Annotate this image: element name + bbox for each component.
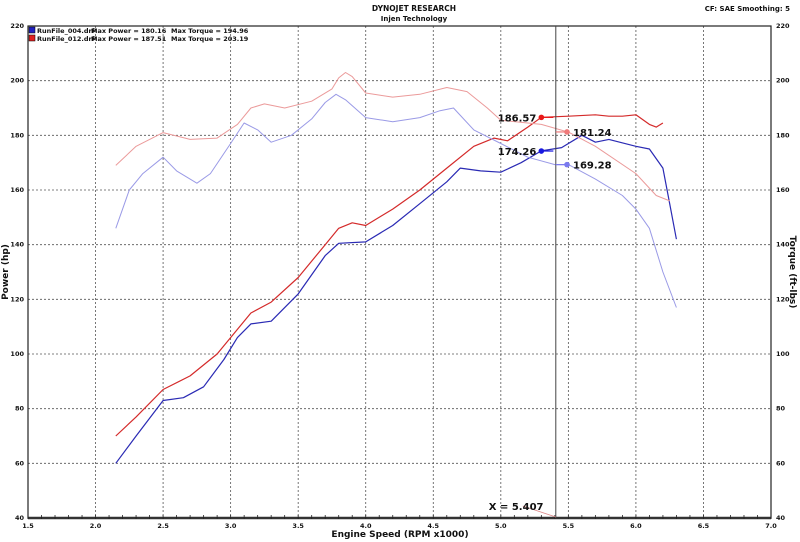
legend-file: RunFile_012.drf [37,35,95,43]
x-tick-label: 4.0 [360,522,372,530]
legend-power: Max Power = 187.51 [91,35,167,43]
x-tick-label: 2.0 [90,522,102,530]
y2-tick-label: 120 [776,295,790,303]
legend-torque: Max Torque = 194.96 [171,27,249,35]
legend: RunFile_004.drf Max Power = 180.16 Max T… [28,26,249,43]
series-group [115,72,677,464]
marker-dot [538,148,545,154]
legend-swatch-red [28,34,36,42]
chart-subtitle: Injen Technology [381,15,448,23]
x-tick-label: 3.0 [225,522,237,530]
cursor-label: X = 5.407 [489,502,544,513]
legend-swatch-blue [28,26,36,34]
y2-tick-label: 100 [776,350,790,358]
x-tick-label: 5.5 [563,522,575,530]
series-line [115,114,664,437]
y-tick-label: 60 [15,459,25,467]
y-axis-label: Power (hp) [1,244,11,300]
marker-dot [564,161,570,168]
marker-value: 174.26 [498,147,537,158]
y2-tick-label: 40 [776,514,786,522]
y2-axis-label: Torque (ft-lbs) [787,236,797,309]
x-axis-label: Engine Speed (RPM x1000) [331,530,468,540]
y2-tick-label: 180 [776,131,790,139]
y2-tick-label: 60 [776,459,786,467]
y2-tick-label: 220 [776,22,790,30]
y-tick-label: 100 [10,350,24,358]
x-tick-label: 7.0 [765,522,777,530]
series-line [115,134,677,464]
y-tick-label: 200 [10,77,24,85]
legend-power: Max Power = 180.16 [91,27,167,35]
legend-file: RunFile_004.drf [37,27,95,35]
marker-dot [564,129,570,135]
x-tick-label: 1.5 [22,522,34,530]
x-tick-label: 6.0 [630,522,642,530]
cursor[interactable]: X = 5.407 [489,26,557,518]
y-tick-label: 140 [10,241,24,249]
x-tick-label: 4.5 [428,522,440,530]
marker-value: 181.24 [573,128,612,139]
legend-torque: Max Torque = 203.19 [171,35,249,43]
series-line [115,72,670,202]
chart-title: DYNOJET RESEARCH [372,4,456,13]
y2-tick-label: 200 [776,77,790,85]
y-tick-label: 180 [10,131,24,139]
y2-tick-label: 80 [776,405,786,413]
axes: 1.5 2.0 2.5 3.0 3.5 4.0 4.5 5.0 5.5 6.0 6.5 7.0 220 2… [10,22,790,530]
markers-group: 186.57 174.26 181.24 169.28 [498,113,612,171]
x-tick-label: 5.0 [495,522,507,530]
marker-value: 186.57 [498,113,537,124]
y-tick-label: 120 [10,295,24,303]
x-tick-label: 3.5 [292,522,304,530]
settings-label: CF: SAE Smoothing: 5 [705,5,790,13]
y-tick-label: 160 [10,186,24,194]
cursor-pointer [522,505,556,518]
marker-dot [538,114,545,121]
marker-value: 169.28 [573,161,612,172]
y2-tick-label: 160 [776,186,790,194]
y-tick-label: 40 [15,514,25,522]
grid [28,26,771,518]
y2-tick-label: 140 [776,241,790,249]
x-tick-label: 2.5 [157,522,169,530]
plot-frame [27,25,772,519]
x-tick-label: 6.5 [698,522,710,530]
y-tick-label: 80 [15,405,25,413]
y-tick-label: 220 [10,22,24,30]
series-line [115,93,677,308]
